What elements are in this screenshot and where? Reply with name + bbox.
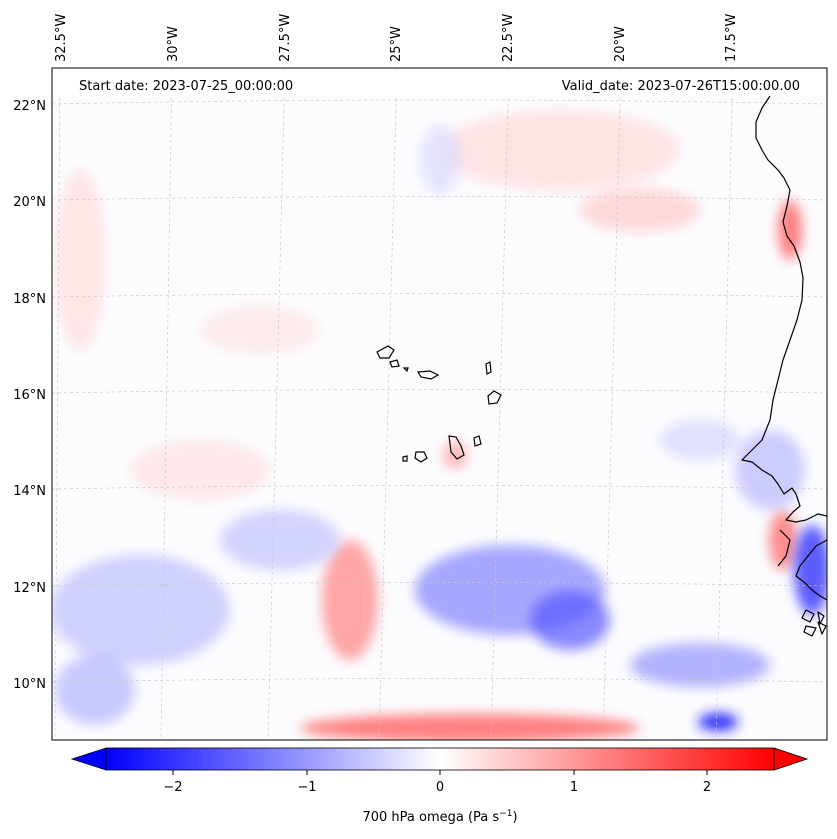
island-santiago [448,435,465,460]
lon-label: 32.5°W [54,14,69,62]
island-maio [473,435,482,447]
parallel-gridline [52,582,827,587]
omega-patch [300,714,640,740]
island-sal [485,361,492,375]
colorbar: −2 −1 0 1 2 700 hPa omega (Pa s−1) [70,747,809,825]
lat-label: 14°N [13,484,46,499]
colorbar-tick-labels: −2 −1 0 1 2 [163,780,711,795]
island-santa-luzia [402,367,409,373]
lon-label: 27.5°W [278,14,293,62]
parallel-gridline [52,678,827,683]
meridian-gridline [602,68,622,740]
omega-patch [580,188,700,232]
omega-patch [52,555,230,665]
colorbar-extend-min [70,747,107,771]
lon-label: 30°W [166,26,181,62]
colorbar-label-exponent: −1 [499,809,512,819]
meridian-gridline [54,68,61,740]
omega-patch [200,305,320,355]
island-brava [402,455,408,462]
lat-label: 18°N [13,292,46,307]
island-santo-antao [376,345,395,359]
omega-patch [322,540,378,660]
colorbar-label-close: ) [512,810,517,825]
parallel-gridline [52,485,827,490]
parallel-gridline [52,389,827,394]
island-fogo [414,451,428,463]
coast-islands [817,621,827,635]
parallel-gridline [52,293,827,298]
parallel-gridline [52,99,827,105]
omega-patch [794,525,827,615]
meridian-gridline [267,68,286,740]
meridian-gridline [490,68,510,740]
omega-negative-areas [52,125,827,731]
omega-patch [530,590,610,650]
coast-islands [803,625,817,637]
meridian-gridline [160,68,173,740]
lat-label: 10°N [13,677,46,692]
omega-patch [443,441,467,469]
island-boa-vista [487,390,502,405]
lat-label: 20°N [13,195,46,210]
valid-date-label: Valid_date: 2023-07-26T15:00:00.00 [562,79,800,94]
lat-label: 22°N [13,99,46,114]
omega-field [52,110,827,740]
gridlines [52,68,827,740]
map-frame [51,67,828,741]
colorbar-tick-label: 0 [436,780,444,795]
colorbar-tick-label: −1 [297,780,316,795]
omega-patch [420,125,460,195]
omega-patch [660,420,740,460]
meridian-gridline [378,68,398,740]
omega-patch [440,110,680,190]
island-sao-vicente [389,359,400,368]
omega-patch [130,440,270,500]
colorbar-extend-max [773,747,809,771]
map-panel: Start date: 2023-07-25_00:00:00 Valid_da… [51,67,828,741]
island-sao-nicolau [416,370,440,380]
coast-inlet [777,529,791,567]
lon-label: 20°W [613,26,628,62]
omega-patch [735,430,805,510]
omega-patch [220,510,340,570]
africa-coastline [741,95,827,523]
label-strip [53,70,826,96]
colorbar-ticks [172,770,708,775]
latitude-labels: 22°N 20°N 18°N 16°N 14°N 12°N 10°N [13,99,46,692]
africa-coastline-south [795,539,827,601]
coast-islands [817,611,825,625]
omega-patch [778,200,802,260]
lat-label: 12°N [13,581,46,596]
parallel-gridline [52,196,827,201]
cabo-verde-islands [376,345,502,463]
start-date-label: Start date: 2023-07-25_00:00:00 [79,79,293,94]
colorbar-tick-label: −2 [163,780,182,795]
omega-patch [698,713,738,731]
coastlines [741,95,827,637]
lon-label: 22.5°W [501,14,516,62]
lon-label: 17.5°W [724,14,739,62]
omega-positive-areas [55,110,802,740]
colorbar-label: 700 hPa omega (Pa s−1) [362,809,517,825]
omega-patch [630,643,770,687]
colorbar-tick-label: 2 [703,780,711,795]
omega-patch [769,510,797,570]
lon-label: 25°W [389,26,404,62]
colorbar-label-main: 700 hPa omega (Pa s [362,810,499,825]
coast-islands [801,609,815,623]
omega-patch [55,170,105,350]
lat-label: 16°N [13,388,46,403]
longitude-labels: 32.5°W 30°W 27.5°W 25°W 22.5°W 20°W 17.5… [54,14,739,62]
colorbar-tick-label: 1 [570,780,578,795]
meridian-gridline [715,68,734,740]
omega-patch [55,655,135,725]
colorbar-body [105,747,775,771]
